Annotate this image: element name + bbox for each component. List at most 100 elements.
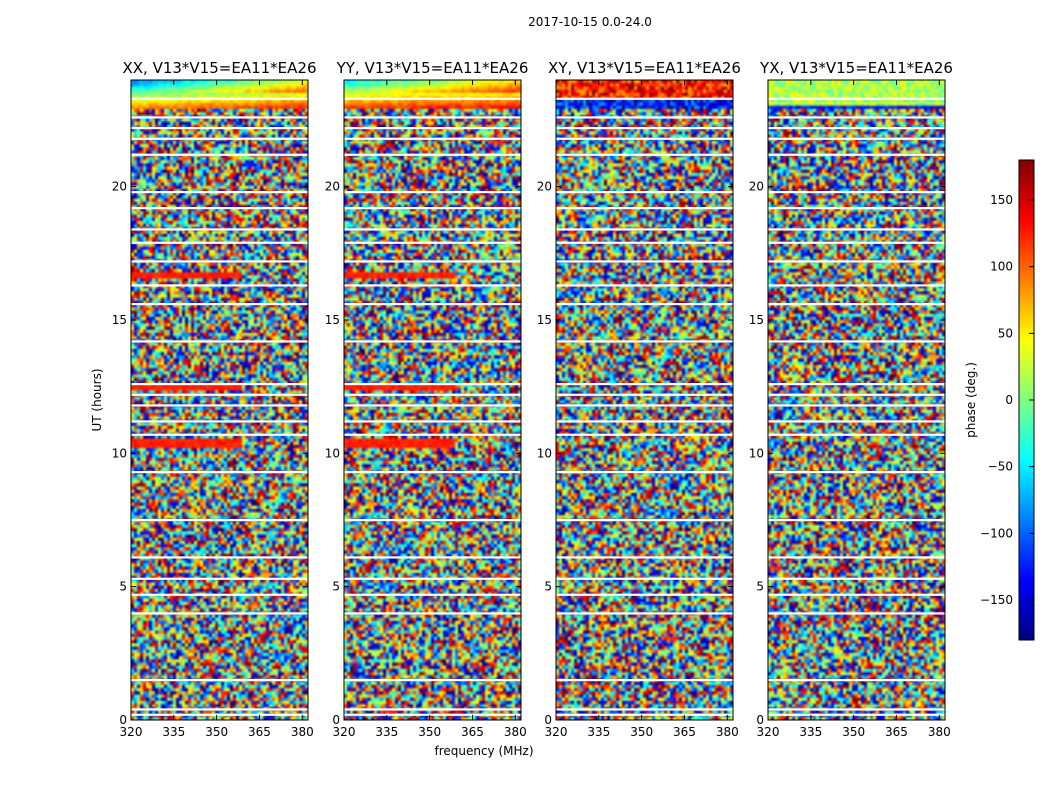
flagged-row — [344, 679, 521, 682]
colorbar-tick-label: 100 — [990, 260, 1013, 274]
flagged-row — [768, 679, 945, 682]
flagged-row — [768, 228, 945, 231]
flagged-row — [131, 433, 308, 436]
flagged-row — [556, 471, 733, 474]
y-tick-label: 10 — [537, 446, 552, 460]
flagged-row — [768, 303, 945, 306]
flagged-row — [344, 383, 521, 386]
flagged-row — [556, 713, 733, 716]
panel-yx: YX, V13*V15=EA11*EA26 320 335 350 365 380 0 5 10… — [749, 59, 953, 739]
flagged-row — [768, 116, 945, 119]
flagged-row — [131, 137, 308, 140]
x-tick-label: 320 — [120, 725, 143, 739]
x-tick-label: 320 — [545, 725, 568, 739]
colorbar-tick-label: 50 — [998, 326, 1013, 340]
flagged-row — [556, 303, 733, 306]
flagged-row — [768, 471, 945, 474]
x-tick-label: 350 — [418, 725, 441, 739]
y-tick-label: 5 — [756, 580, 764, 594]
x-tick-label: 380 — [928, 725, 951, 739]
colorbar-ticks: −150 −100 −50 0 50 100 150 — [980, 193, 1034, 607]
colorbar-tick-label: 0 — [1005, 393, 1013, 407]
flagged-row — [556, 708, 733, 711]
flagged-row — [768, 713, 945, 716]
flagged-row — [131, 519, 308, 522]
y-tick-label: 5 — [332, 580, 340, 594]
flagged-row — [131, 404, 308, 407]
flagged-row — [768, 284, 945, 287]
flagged-row — [344, 708, 521, 711]
y-tick-label: 20 — [537, 180, 552, 194]
flagged-row — [131, 713, 308, 716]
flagged-row — [768, 612, 945, 615]
panel-frame — [767, 79, 946, 721]
x-tick-label: 335 — [162, 725, 185, 739]
flagged-row — [131, 679, 308, 682]
flagged-row — [131, 383, 308, 386]
flagged-row — [344, 228, 521, 231]
panels-group: XX, V13*V15=EA11*EA26 320 335 350 365 380 0 5 10… — [112, 59, 953, 739]
flagged-row — [344, 577, 521, 580]
flagged-row — [768, 404, 945, 407]
flagged-row — [344, 207, 521, 210]
flagged-row — [556, 260, 733, 263]
panel-title: XY, V13*V15=EA11*EA26 — [548, 59, 741, 77]
flagged-row — [556, 340, 733, 343]
flagged-row — [344, 191, 521, 194]
flagged-row — [556, 97, 733, 100]
x-tick-label: 335 — [799, 725, 822, 739]
flagged-row — [131, 207, 308, 210]
flagged-row — [768, 97, 945, 100]
flagged-row — [131, 303, 308, 306]
flagged-row — [768, 519, 945, 522]
flagged-row — [131, 228, 308, 231]
flagged-row — [131, 420, 308, 423]
x-tick-label: 335 — [587, 725, 610, 739]
panel-xx: XX, V13*V15=EA11*EA26 320 335 350 365 380 0 5 10… — [112, 59, 317, 739]
x-tick-label: 380 — [716, 725, 739, 739]
flagged-row — [768, 593, 945, 596]
figure-suptitle: 2017-10-15 0.0-24.0 — [528, 15, 652, 29]
flagged-row — [344, 241, 521, 244]
panel-frame — [130, 79, 309, 721]
flagged-row — [556, 393, 733, 396]
x-tick-label: 350 — [205, 725, 228, 739]
x-axis-label: frequency (MHz) — [434, 744, 533, 758]
y-tick-label: 15 — [112, 313, 127, 327]
panel-title: YX, V13*V15=EA11*EA26 — [759, 59, 953, 77]
flagged-row — [556, 228, 733, 231]
flagged-row — [344, 593, 521, 596]
flagged-row — [131, 97, 308, 100]
flagged-row — [131, 593, 308, 596]
flagged-row — [556, 207, 733, 210]
x-tick-label: 365 — [673, 725, 696, 739]
flagged-row — [556, 612, 733, 615]
flagged-row — [131, 577, 308, 580]
x-tick-label: 335 — [375, 725, 398, 739]
flagged-row — [556, 137, 733, 140]
x-tick-label: 380 — [291, 725, 314, 739]
flagged-row — [768, 191, 945, 194]
flagged-row — [556, 404, 733, 407]
flagged-row — [344, 393, 521, 396]
flagged-row — [768, 577, 945, 580]
flagged-row — [344, 97, 521, 100]
flagged-row — [556, 153, 733, 156]
flagged-row — [768, 433, 945, 436]
colorbar-tick-label: 150 — [990, 193, 1013, 207]
y-tick-label: 5 — [119, 580, 127, 594]
flagged-row — [344, 153, 521, 156]
panel-title: YY, V13*V15=EA11*EA26 — [336, 59, 529, 77]
heatmap-image — [344, 80, 521, 720]
flagged-row — [131, 116, 308, 119]
y-tick-label: 10 — [112, 446, 127, 460]
flagged-row — [768, 708, 945, 711]
flagged-row — [556, 433, 733, 436]
flagged-row — [768, 420, 945, 423]
flagged-row — [344, 556, 521, 559]
flagged-row — [344, 612, 521, 615]
flagged-row — [768, 241, 945, 244]
y-tick-label: 0 — [119, 713, 127, 727]
flagged-row — [344, 303, 521, 306]
flagged-row — [344, 284, 521, 287]
